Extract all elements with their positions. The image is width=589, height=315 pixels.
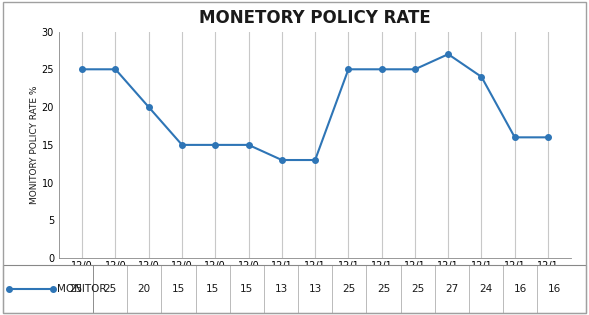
Text: 25: 25 (104, 284, 117, 294)
Text: 15: 15 (206, 284, 219, 294)
Text: 13: 13 (309, 284, 322, 294)
Title: MONETORY POLICY RATE: MONETORY POLICY RATE (199, 9, 431, 27)
Text: 25: 25 (70, 284, 82, 294)
Text: 27: 27 (445, 284, 458, 294)
Text: 25: 25 (343, 284, 356, 294)
Text: 20: 20 (138, 284, 151, 294)
Text: MONITOR: MONITOR (57, 284, 107, 294)
Text: 25: 25 (377, 284, 390, 294)
Text: 16: 16 (548, 284, 561, 294)
Y-axis label: MONITORY POLICY RATE %: MONITORY POLICY RATE % (30, 86, 39, 204)
Text: 24: 24 (479, 284, 492, 294)
Text: 13: 13 (274, 284, 287, 294)
Text: 15: 15 (172, 284, 185, 294)
Text: 25: 25 (411, 284, 424, 294)
Text: 16: 16 (514, 284, 527, 294)
Text: 15: 15 (240, 284, 253, 294)
